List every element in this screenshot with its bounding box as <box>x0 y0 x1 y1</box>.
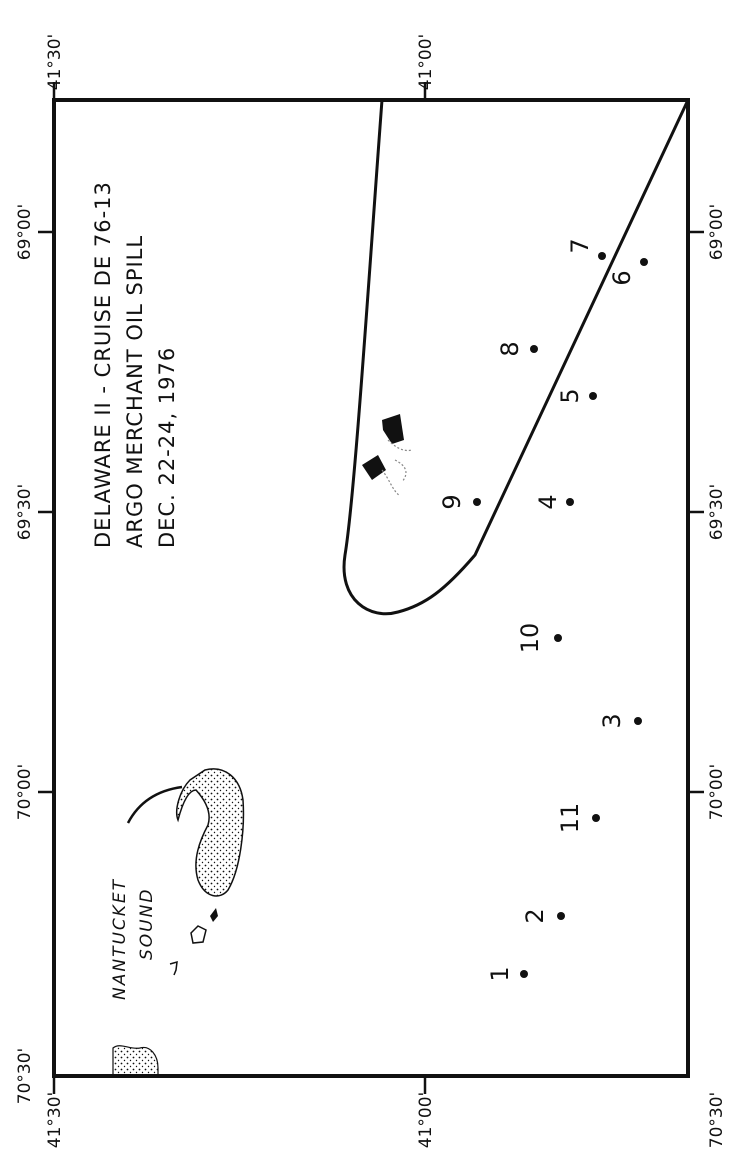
station-5-label: 5 <box>556 388 584 403</box>
station-1-label: 1 <box>486 966 514 981</box>
latitude-label-bottom-left: 41°30' <box>45 1092 65 1148</box>
tuckernuck-island <box>190 925 207 944</box>
longitude-label-right-70-00: 70°00' <box>707 764 727 820</box>
station-11-dot <box>592 814 600 822</box>
station-11-label: 11 <box>556 803 584 834</box>
station-5-dot <box>589 392 597 400</box>
station-3-label: 3 <box>598 713 626 728</box>
nantucket-island <box>176 768 245 897</box>
station-4-label: 4 <box>534 494 562 509</box>
nantucket-sound-label-line-2: SOUND <box>137 888 157 960</box>
station-6-dot <box>640 258 648 266</box>
latitude-tick-marks <box>52 82 427 1094</box>
station-7-label: 7 <box>566 238 594 253</box>
latitude-label-top-right: 41°00' <box>416 34 436 90</box>
small-islet <box>169 960 178 976</box>
longitude-label-right-69-30: 69°30' <box>707 484 727 540</box>
latitude-label-top-left: 41°30' <box>45 34 65 90</box>
station-1-dot <box>520 970 528 978</box>
argo-merchant-wreck-icon <box>362 414 413 497</box>
map-title-line-3: DEC. 22-24, 1976 <box>155 347 179 548</box>
longitude-label-right-69-00: 69°00' <box>707 204 727 260</box>
marthas-vineyard-tip <box>112 1045 159 1077</box>
longitude-label-left-69-30: 69°30' <box>15 484 35 540</box>
longitude-tick-marks <box>38 230 704 794</box>
station-7-dot <box>598 252 606 260</box>
station-8-label: 8 <box>496 341 524 356</box>
nantucket-spit <box>126 785 183 824</box>
map-frame <box>52 98 690 1078</box>
oil-spill-envelope <box>342 99 690 616</box>
station-10-label: 10 <box>516 623 544 654</box>
longitude-label-left-69-00: 69°00' <box>15 204 35 260</box>
station-2-label: 2 <box>521 908 549 923</box>
station-3-dot <box>634 717 642 725</box>
station-2-dot <box>557 912 565 920</box>
map-title-line-1: DELAWARE II - CRUISE DE 76-13 <box>91 181 115 548</box>
longitude-label-left-70-00: 70°00' <box>15 764 35 820</box>
muskeget-islet <box>210 908 218 922</box>
station-10-dot <box>554 634 562 642</box>
station-8-dot <box>530 345 538 353</box>
station-6-label: 6 <box>608 270 636 285</box>
station-markers: 1 2 3 4 5 6 7 8 9 10 11 <box>438 238 648 982</box>
nantucket-sound-label-line-1: NANTUCKET <box>110 878 130 1000</box>
station-4-dot <box>566 498 574 506</box>
longitude-label-right-70-30: 70°30' <box>707 1092 727 1148</box>
latitude-label-bottom-right: 41°00' <box>416 1092 436 1148</box>
station-9-dot <box>473 498 481 506</box>
longitude-label-left-70-30: 70°30' <box>15 1048 35 1104</box>
map-title-line-2: ARGO MERCHANT OIL SPILL <box>123 235 147 548</box>
station-9-label: 9 <box>438 494 466 509</box>
